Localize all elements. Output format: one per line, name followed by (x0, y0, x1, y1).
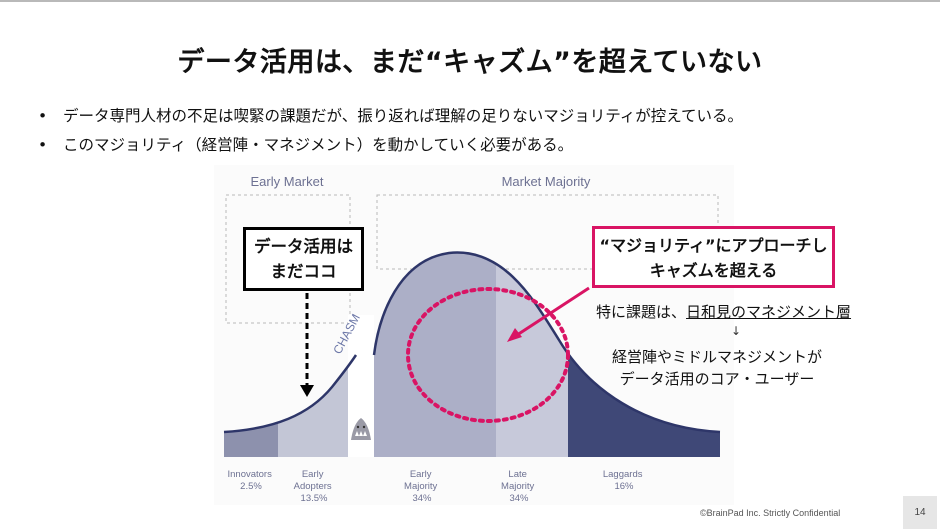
segment-label-line: Majority (404, 481, 438, 492)
issue-note-highlight: 日和見のマネジメント層 (686, 303, 852, 321)
segment-label-early-adopters: Early Adopters 13.5% (294, 469, 335, 504)
copyright-text: ©BrainPad Inc. Strictly Confidential (700, 508, 841, 518)
market-majority-label: Market Majority (502, 174, 591, 189)
adoption-curve-diagram: Early Market Market Majority CHASM Innov… (214, 165, 734, 505)
segment-label-laggards: Laggards 16% (603, 469, 645, 492)
target-circle (406, 287, 570, 423)
slide-title: データ活用は、まだ“キャズム”を超えていない (177, 47, 763, 78)
core-users-note: 経営陣やミドルマネジメントが データ活用のコア・ユーザー (612, 346, 822, 390)
shark-icon (351, 418, 371, 440)
bullet-list: • データ専門人材の不足は喫緊の課題だが、振り返れば理解の足りないマジョリティが… (38, 102, 743, 160)
segment-label-line: 13.5% (301, 493, 328, 504)
segment-late-majority (496, 263, 568, 457)
down-arrow-icon: ↓ (731, 324, 742, 338)
top-border (0, 0, 940, 2)
bullet-text: このマジョリティ（経営陣・マネジメント）を動かしていく必要がある。 (63, 136, 574, 154)
arrow-down-icon (300, 385, 314, 397)
bullet-item: • このマジョリティ（経営陣・マネジメント）を動かしていく必要がある。 (38, 131, 743, 160)
segment-label-innovators: Innovators 2.5% (227, 469, 274, 492)
bullet-text: データ専門人材の不足は喫緊の課題だが、振り返れば理解の足りないマジョリティが控え… (63, 107, 743, 125)
curve-line-left (223, 354, 358, 434)
segment-label-line: Laggards (603, 469, 643, 480)
bullet-icon: • (38, 136, 48, 154)
page-number: 14 (903, 496, 937, 529)
segment-early-majority (374, 252, 496, 457)
target-callout: “マジョリティ”にアプローチし キャズムを超える (592, 226, 835, 288)
segment-labels: Innovators 2.5% Early Adopters 13.5% Ear… (227, 469, 645, 504)
core-users-line: データ活用のコア・ユーザー (619, 370, 815, 388)
segment-laggards (568, 353, 720, 457)
issue-note: 特に課題は、日和見のマネジメント層 (596, 301, 851, 323)
issue-note-prefix: 特に課題は、 (596, 303, 687, 321)
segment-label-late-majority: Late Majority 34% (501, 469, 537, 504)
callout-line: データ活用は (254, 237, 353, 256)
target-arrow-line (513, 286, 590, 339)
segment-label-line: 2.5% (240, 481, 262, 492)
arrow-left-down-icon (507, 328, 522, 342)
segment-label-line: Majority (501, 481, 535, 492)
bullet-icon: • (38, 107, 48, 125)
segment-label-line: 16% (614, 481, 634, 492)
segment-label-line: Early (302, 469, 324, 480)
callout-line: キャズムを超える (649, 261, 778, 280)
segment-label-line: 34% (412, 493, 432, 504)
bullet-item: • データ専門人材の不足は喫緊の課題だが、振り返れば理解の足りないマジョリティが… (38, 102, 743, 131)
segment-label-line: Innovators (227, 469, 272, 480)
curve-segments (224, 252, 720, 457)
callout-line: まだココ (270, 262, 337, 281)
segment-label-line: Adopters (294, 481, 332, 492)
segment-label-line: Late (508, 469, 527, 480)
current-position-callout: データ活用は まだココ (243, 227, 364, 291)
core-users-line: 経営陣やミドルマネジメントが (612, 348, 823, 366)
early-market-label: Early Market (251, 174, 324, 189)
callout-line: “マジョリティ”にアプローチし (599, 236, 828, 255)
curve-line-right (372, 251, 721, 434)
segment-label-line: Early (410, 469, 432, 480)
segment-label-early-majority: Early Majority 34% (404, 469, 440, 504)
segment-label-line: 34% (509, 493, 529, 504)
